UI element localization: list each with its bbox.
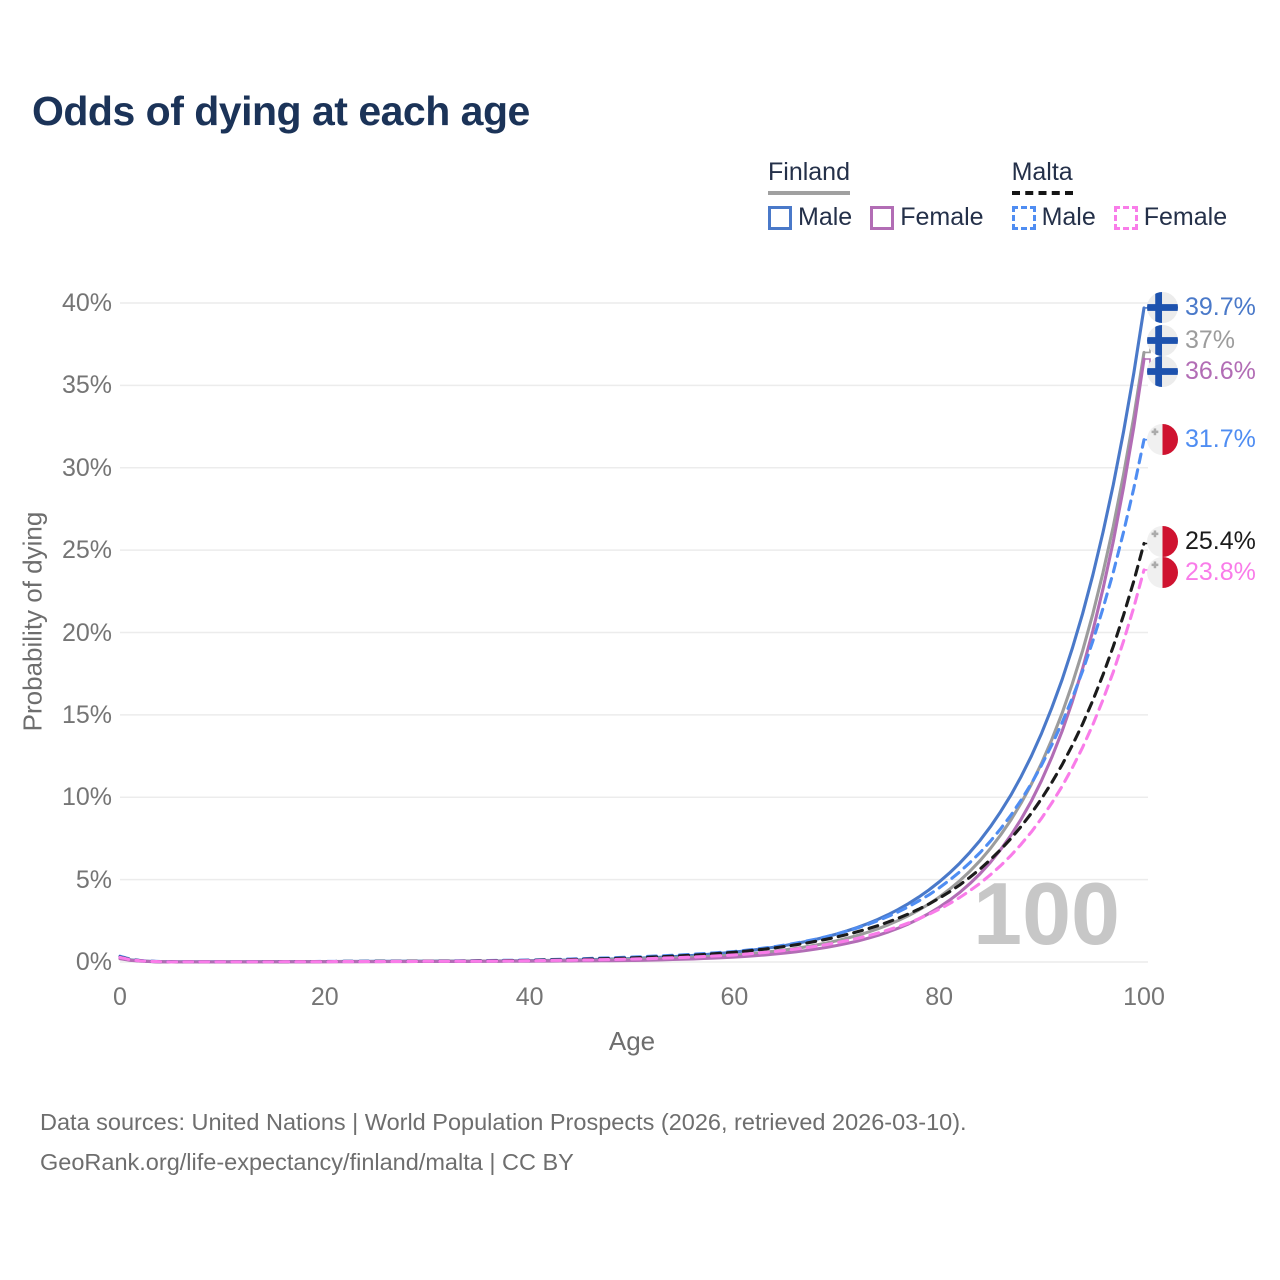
legend-group-finland: Finland Male Female: [768, 158, 984, 232]
legend-item-malta-female[interactable]: Female: [1113, 203, 1228, 232]
malta-male-swatch-icon: [1011, 205, 1036, 230]
y-tick-40: 40%: [61, 289, 112, 317]
end-label-finland-both-sexes: 37%: [1147, 324, 1235, 356]
end-label-value: 23.8%: [1185, 557, 1256, 586]
legend-item-label: Male: [1041, 203, 1096, 231]
footer-attribution: GeoRank.org/life-expectancy/finland/malt…: [40, 1149, 574, 1175]
footer-data-sources: Data sources: United Nations | World Pop…: [40, 1109, 967, 1135]
legend: Finland Male Female Malta Male: [768, 158, 1227, 232]
x-tick-80: 80: [925, 983, 954, 1011]
y-tick-10: 10%: [61, 783, 112, 812]
legend-item-finland-male[interactable]: Male: [768, 203, 852, 232]
x-tick-100: 100: [1123, 983, 1165, 1011]
y-tick-5: 5%: [75, 865, 112, 894]
end-label-value: 37%: [1185, 325, 1236, 354]
legend-item-malta-male[interactable]: Male: [1011, 203, 1096, 232]
legend-item-label: Female: [1143, 203, 1228, 231]
x-tick-60: 60: [720, 983, 749, 1011]
malta-flag-icon: [1147, 525, 1178, 557]
end-label-malta-both-sexes: 25.4%: [1147, 525, 1256, 557]
x-tick-20: 20: [310, 983, 339, 1011]
x-tick-40: 40: [515, 983, 544, 1011]
y-tick-20: 20%: [61, 618, 112, 647]
end-label-value: 39.7%: [1185, 293, 1256, 322]
finland-female-swatch-icon: [870, 205, 895, 230]
y-tick-30: 30%: [61, 453, 112, 482]
y-tick-25: 25%: [61, 536, 112, 565]
end-label-finland-female: 36.6%: [1147, 355, 1256, 387]
age-watermark: 100: [973, 864, 1120, 963]
legend-country-finland: Finland: [768, 158, 850, 195]
x-tick-0: 0: [113, 983, 127, 1011]
legend-country-malta: Malta: [1011, 158, 1073, 195]
legend-item-label: Male: [798, 203, 853, 231]
end-label-finland-male: 39.7%: [1147, 292, 1256, 324]
y-tick-15: 15%: [61, 700, 112, 729]
finland-male-swatch-icon: [768, 205, 792, 230]
footer: Data sources: United Nations | World Pop…: [40, 1102, 967, 1182]
end-label-value: 31.7%: [1185, 425, 1256, 454]
legend-items-finland: Male Female: [768, 203, 984, 232]
end-label-value: 36.6%: [1185, 356, 1256, 385]
x-axis-title: Age: [608, 1026, 656, 1056]
malta-flag-icon: [1147, 424, 1178, 456]
legend-item-label: Female: [900, 203, 984, 231]
end-label-malta-female: 23.8%: [1147, 556, 1256, 588]
legend-item-finland-female[interactable]: Female: [870, 203, 984, 232]
curve-malta-female: [118, 568, 1146, 964]
malta-female-swatch-icon: [1113, 205, 1138, 230]
chart-title: Odds of dying at each age: [32, 88, 530, 134]
end-label-malta-male: 31.7%: [1147, 424, 1256, 456]
legend-group-malta: Malta Male Female: [1011, 158, 1228, 232]
finland-flag-icon: [1147, 355, 1178, 387]
y-tick-0: 0%: [75, 948, 112, 976]
y-tick-35: 35%: [61, 371, 112, 400]
malta-flag-icon: [1147, 556, 1178, 588]
end-label-value: 25.4%: [1185, 526, 1256, 555]
finland-flag-icon: [1147, 292, 1178, 324]
finland-flag-icon: [1147, 324, 1178, 356]
legend-items-malta: Male Female: [1011, 203, 1228, 232]
